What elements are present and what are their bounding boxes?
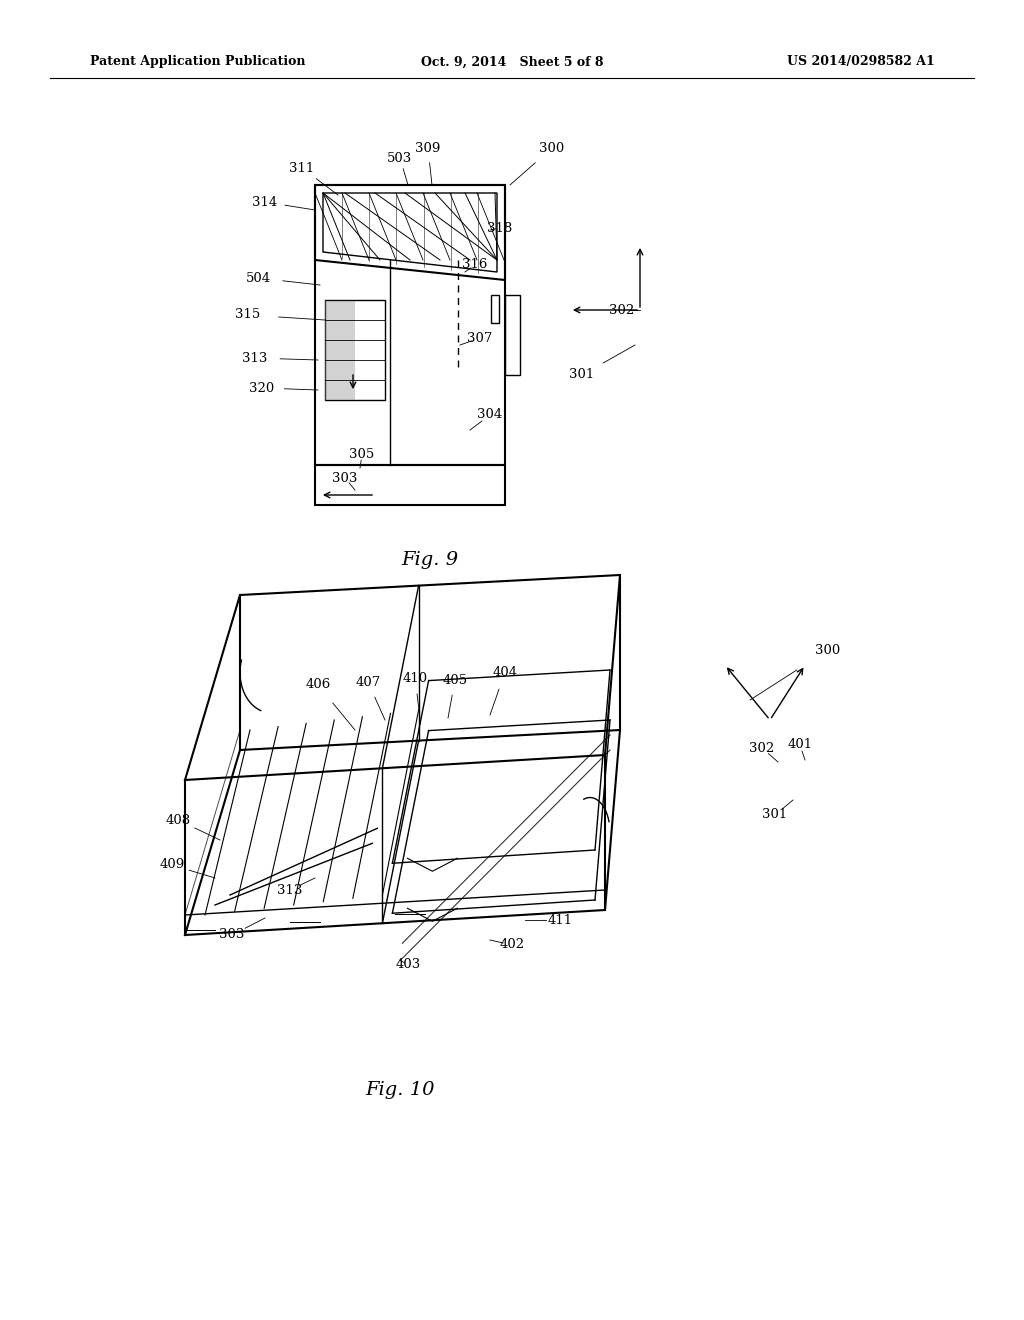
Text: 407: 407 (355, 676, 381, 689)
Text: US 2014/0298582 A1: US 2014/0298582 A1 (787, 55, 935, 69)
Text: 302: 302 (750, 742, 774, 755)
Text: Fig. 9: Fig. 9 (401, 550, 459, 569)
Text: 503: 503 (387, 152, 413, 165)
Text: 313: 313 (243, 351, 267, 364)
Bar (325, 300, 355, 400)
Text: 300: 300 (540, 141, 564, 154)
Text: 305: 305 (349, 449, 375, 462)
Text: 411: 411 (548, 913, 572, 927)
Text: Oct. 9, 2014   Sheet 5 of 8: Oct. 9, 2014 Sheet 5 of 8 (421, 55, 603, 69)
Text: 320: 320 (250, 381, 274, 395)
Bar (315, 465, 505, 506)
Text: 304: 304 (477, 408, 503, 421)
Text: 303: 303 (219, 928, 245, 941)
Text: 406: 406 (305, 678, 331, 692)
Text: Patent Application Publication: Patent Application Publication (90, 55, 305, 69)
Text: 316: 316 (462, 259, 487, 272)
Text: 410: 410 (402, 672, 428, 685)
Text: 309: 309 (416, 141, 440, 154)
Text: 504: 504 (246, 272, 270, 285)
Text: 403: 403 (395, 958, 421, 972)
Text: 307: 307 (467, 331, 493, 345)
Text: 405: 405 (442, 673, 468, 686)
Text: 318: 318 (487, 222, 513, 235)
Text: 301: 301 (569, 368, 595, 381)
Text: 402: 402 (500, 939, 524, 952)
Bar (325, 300, 385, 400)
Text: 303: 303 (333, 471, 357, 484)
Bar (315, 185, 505, 465)
Text: 313: 313 (278, 883, 303, 896)
Text: 301: 301 (763, 808, 787, 821)
Text: Fig. 10: Fig. 10 (366, 1081, 435, 1100)
Text: 409: 409 (160, 858, 184, 871)
Text: 311: 311 (290, 161, 314, 174)
Bar (505, 294, 520, 375)
Text: 300: 300 (815, 644, 841, 656)
Text: 408: 408 (166, 813, 190, 826)
Text: 302: 302 (609, 304, 635, 317)
Text: 404: 404 (493, 665, 517, 678)
Text: 315: 315 (236, 309, 261, 322)
Text: 314: 314 (252, 195, 278, 209)
Bar (490, 294, 499, 323)
Text: 401: 401 (787, 738, 813, 751)
